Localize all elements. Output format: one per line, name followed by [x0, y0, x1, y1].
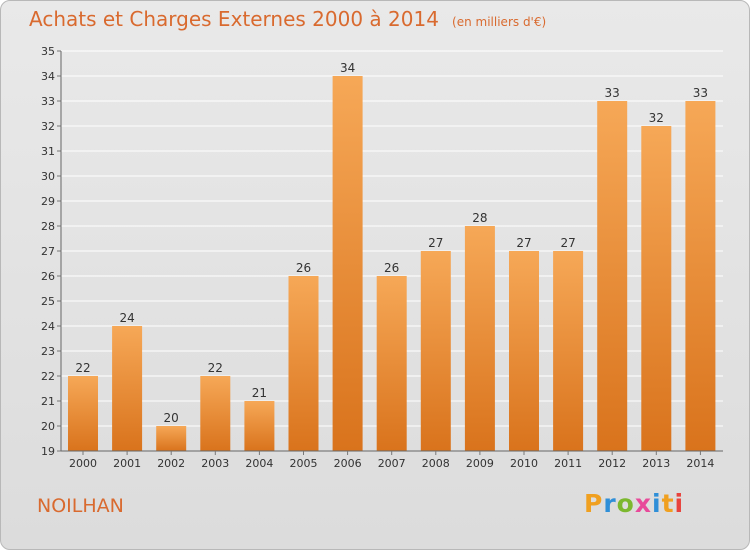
x-tick-label: 2007	[378, 457, 406, 470]
bar-2008	[420, 251, 451, 451]
chart-title: Achats et Charges Externes 2000 à 2014	[29, 7, 439, 31]
x-tick-label: 2010	[510, 457, 538, 470]
y-tick-label: 21	[41, 395, 55, 408]
data-label: 24	[119, 311, 134, 325]
y-tick-label: 34	[41, 70, 55, 83]
data-label: 34	[340, 61, 355, 75]
data-label: 28	[472, 211, 487, 225]
data-label: 26	[296, 261, 311, 275]
bar-2002	[156, 426, 187, 451]
logo-letter: o	[616, 489, 635, 518]
y-tick-label: 19	[41, 445, 55, 458]
x-tick-label: 2001	[113, 457, 141, 470]
y-tick-label: 25	[41, 295, 55, 308]
data-label: 27	[516, 236, 531, 250]
bar-2009	[464, 226, 495, 451]
data-label: 22	[75, 361, 90, 375]
data-label: 32	[649, 111, 664, 125]
bar-2000	[68, 376, 98, 451]
data-label: 20	[164, 411, 179, 425]
bar-2006	[332, 76, 363, 451]
x-tick-label: 2003	[201, 457, 229, 470]
data-label: 33	[605, 86, 620, 100]
logo-letter: x	[634, 489, 652, 518]
x-tick-label: 2004	[245, 457, 273, 470]
bar-2014	[685, 101, 716, 451]
y-tick-label: 20	[41, 420, 55, 433]
logo-letter: i	[674, 489, 685, 518]
data-label: 21	[252, 386, 267, 400]
y-tick-label: 30	[41, 170, 55, 183]
bar-2007	[376, 276, 407, 451]
y-tick-label: 23	[41, 345, 55, 358]
y-tick-label: 28	[41, 220, 55, 233]
logo-letter: r	[603, 489, 617, 518]
bar-2011	[553, 251, 584, 451]
axes: 19 20 21 22 23 24 25 26 27 28 29 30 31 32 33 34 35 2000 20…	[41, 45, 723, 470]
bar-2003	[200, 376, 231, 451]
bars: 22 24 20 22 21 26 34 26 27 28 27 27 33 32 33	[68, 61, 716, 451]
bar-2005	[288, 276, 319, 451]
y-tick-label: 35	[41, 45, 55, 58]
y-tick-label: 22	[41, 370, 55, 383]
bar-2004	[244, 401, 275, 451]
chart-title-row: Achats et Charges Externes 2000 à 2014 (…	[29, 7, 546, 31]
y-tick-label: 27	[41, 245, 55, 258]
x-tick-label: 2000	[69, 457, 97, 470]
data-label: 33	[693, 86, 708, 100]
commune-name: NOILHAN	[37, 495, 124, 517]
x-tick-label: 2014	[686, 457, 714, 470]
bar-2012	[597, 101, 628, 451]
y-tick-label: 26	[41, 270, 55, 283]
x-tick-label: 2011	[554, 457, 582, 470]
y-tick-label: 31	[41, 145, 55, 158]
x-tick-label: 2002	[157, 457, 185, 470]
bar-2010	[509, 251, 539, 451]
logo-letter: t	[661, 489, 675, 518]
x-tick-label: 2013	[642, 457, 670, 470]
bar-2013	[641, 126, 672, 451]
y-tick-label: 32	[41, 120, 55, 133]
y-tick-label: 24	[41, 320, 55, 333]
bar-2001	[112, 326, 143, 451]
logo-letter: P	[584, 489, 604, 518]
x-tick-label: 2005	[290, 457, 318, 470]
data-label: 26	[384, 261, 399, 275]
logo-letter: i	[652, 489, 662, 518]
x-tick-label: 2009	[466, 457, 494, 470]
y-tick-label: 33	[41, 95, 55, 108]
x-tick-label: 2006	[334, 457, 362, 470]
data-label: 22	[208, 361, 223, 375]
data-label: 27	[428, 236, 443, 250]
y-tick-label: 29	[41, 195, 55, 208]
chart-unit: (en milliers d'€)	[452, 15, 547, 29]
x-tick-label: 2008	[422, 457, 450, 470]
data-label: 27	[560, 236, 575, 250]
x-tick-label: 2012	[598, 457, 626, 470]
proxiti-logo[interactable]: Proxiti	[584, 489, 684, 518]
